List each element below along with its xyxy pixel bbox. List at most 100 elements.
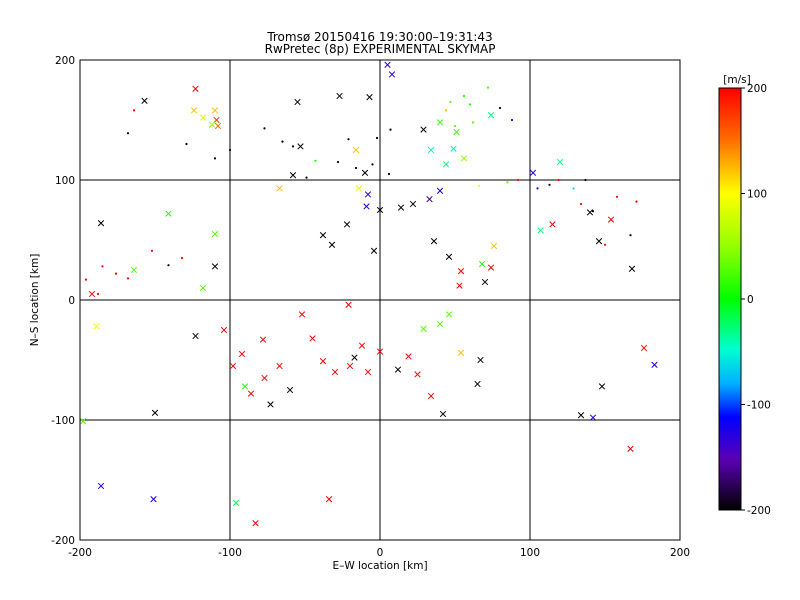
data-point-cross xyxy=(363,203,370,210)
data-point-cross xyxy=(298,311,306,318)
data-point-cross xyxy=(445,253,453,260)
data-point-cross xyxy=(319,358,327,365)
data-point-cross xyxy=(199,114,207,121)
data-point-cross xyxy=(276,185,283,192)
data-point-cross xyxy=(453,128,460,136)
data-point-cross xyxy=(436,119,444,126)
data-point-cross xyxy=(384,61,391,68)
data-point-cross xyxy=(370,247,378,254)
data-point-dot xyxy=(629,234,632,237)
data-point-cross xyxy=(427,392,435,400)
colorbar-ticks: 200 100 0 -100 -200 xyxy=(741,83,771,517)
colorbar-tick-label: 200 xyxy=(747,83,767,95)
data-point-cross xyxy=(211,107,219,114)
data-point-cross xyxy=(328,241,336,248)
data-point-dot xyxy=(444,109,448,112)
data-point-dot xyxy=(579,202,583,206)
data-point-dot xyxy=(167,264,170,267)
data-point-cross xyxy=(405,353,412,360)
data-point-dot xyxy=(572,187,575,190)
data-point-cross xyxy=(358,342,366,349)
data-point-cross xyxy=(414,371,421,378)
data-point-cross xyxy=(376,348,384,355)
data-point-cross xyxy=(150,496,157,503)
x-tick-label: -200 xyxy=(68,547,92,559)
data-point-dot xyxy=(185,142,188,146)
data-point-cross xyxy=(460,155,468,162)
y-tick-label: 100 xyxy=(55,175,75,187)
data-point-cross xyxy=(343,221,351,228)
y-tick-label: -200 xyxy=(51,535,75,547)
data-point-cross xyxy=(376,206,384,214)
data-point-cross xyxy=(80,418,87,425)
data-point-cross xyxy=(589,414,597,421)
data-point-cross xyxy=(364,368,372,376)
data-point-dot xyxy=(314,159,317,162)
data-point-dot xyxy=(263,127,266,130)
data-point-cross xyxy=(436,187,444,194)
data-point-dot xyxy=(354,166,358,170)
data-point-dot xyxy=(336,160,340,164)
data-point-cross xyxy=(259,336,267,343)
data-point-cross xyxy=(220,326,228,334)
data-point-cross xyxy=(556,158,564,166)
data-point-cross xyxy=(151,409,159,416)
data-point-dot xyxy=(486,86,490,89)
data-point-cross xyxy=(297,143,304,150)
data-point-dot xyxy=(389,128,392,131)
data-point-cross xyxy=(141,97,148,104)
data-point-cross xyxy=(627,445,634,452)
data-point-cross xyxy=(549,221,556,228)
data-point-cross xyxy=(529,169,537,176)
data-point-cross xyxy=(229,362,237,370)
data-point-dot xyxy=(584,178,587,182)
data-point-dot xyxy=(375,136,379,140)
data-point-cross xyxy=(490,242,498,250)
data-point-cross xyxy=(88,290,96,298)
data-point-cross xyxy=(192,332,199,340)
colorbar-tick-label: 100 xyxy=(747,189,767,201)
y-axis-label: N–S location [km] xyxy=(29,254,41,347)
data-point-cross xyxy=(409,200,417,208)
data-point-cross xyxy=(450,145,457,152)
data-point-cross xyxy=(361,169,369,176)
data-point-dot xyxy=(548,183,551,186)
data-point-cross xyxy=(286,386,294,394)
data-point-dot xyxy=(471,121,475,124)
data-point-cross xyxy=(276,362,283,370)
data-point-cross xyxy=(457,349,465,356)
data-point-cross xyxy=(598,383,606,390)
data-point-cross xyxy=(261,374,268,382)
data-point-cross xyxy=(345,301,352,308)
data-point-cross xyxy=(474,380,481,388)
data-point-cross xyxy=(481,278,489,286)
data-point-cross xyxy=(397,204,405,211)
x-tick-label: 0 xyxy=(377,547,384,559)
data-point-dot xyxy=(228,148,232,152)
data-point-cross xyxy=(537,227,544,234)
data-point-cross xyxy=(309,335,316,342)
colorbar xyxy=(718,87,742,511)
data-point-dot xyxy=(387,172,391,176)
colorbar-tick-label: 0 xyxy=(747,294,754,306)
y-axis-ticks: -200 -100 0 100 200 xyxy=(51,55,75,547)
data-point-cross xyxy=(388,71,396,78)
x-tick-label: 200 xyxy=(670,547,690,559)
data-point-cross xyxy=(351,354,358,361)
data-point-cross xyxy=(420,325,427,332)
data-point-dot xyxy=(281,140,284,143)
data-point-cross xyxy=(426,196,433,203)
data-point-dot xyxy=(449,100,452,104)
data-point-cross xyxy=(420,126,427,133)
data-point-cross xyxy=(595,238,603,245)
data-point-dot xyxy=(180,256,184,260)
data-point-dot xyxy=(510,118,514,122)
data-point-cross xyxy=(607,216,615,223)
data-point-dot xyxy=(506,181,509,184)
data-point-dot xyxy=(150,249,154,252)
data-point-cross xyxy=(247,390,255,397)
data-point-cross xyxy=(651,361,658,368)
data-point-cross xyxy=(192,85,199,92)
data-point-dot xyxy=(371,163,374,166)
data-point-cross xyxy=(430,238,438,245)
